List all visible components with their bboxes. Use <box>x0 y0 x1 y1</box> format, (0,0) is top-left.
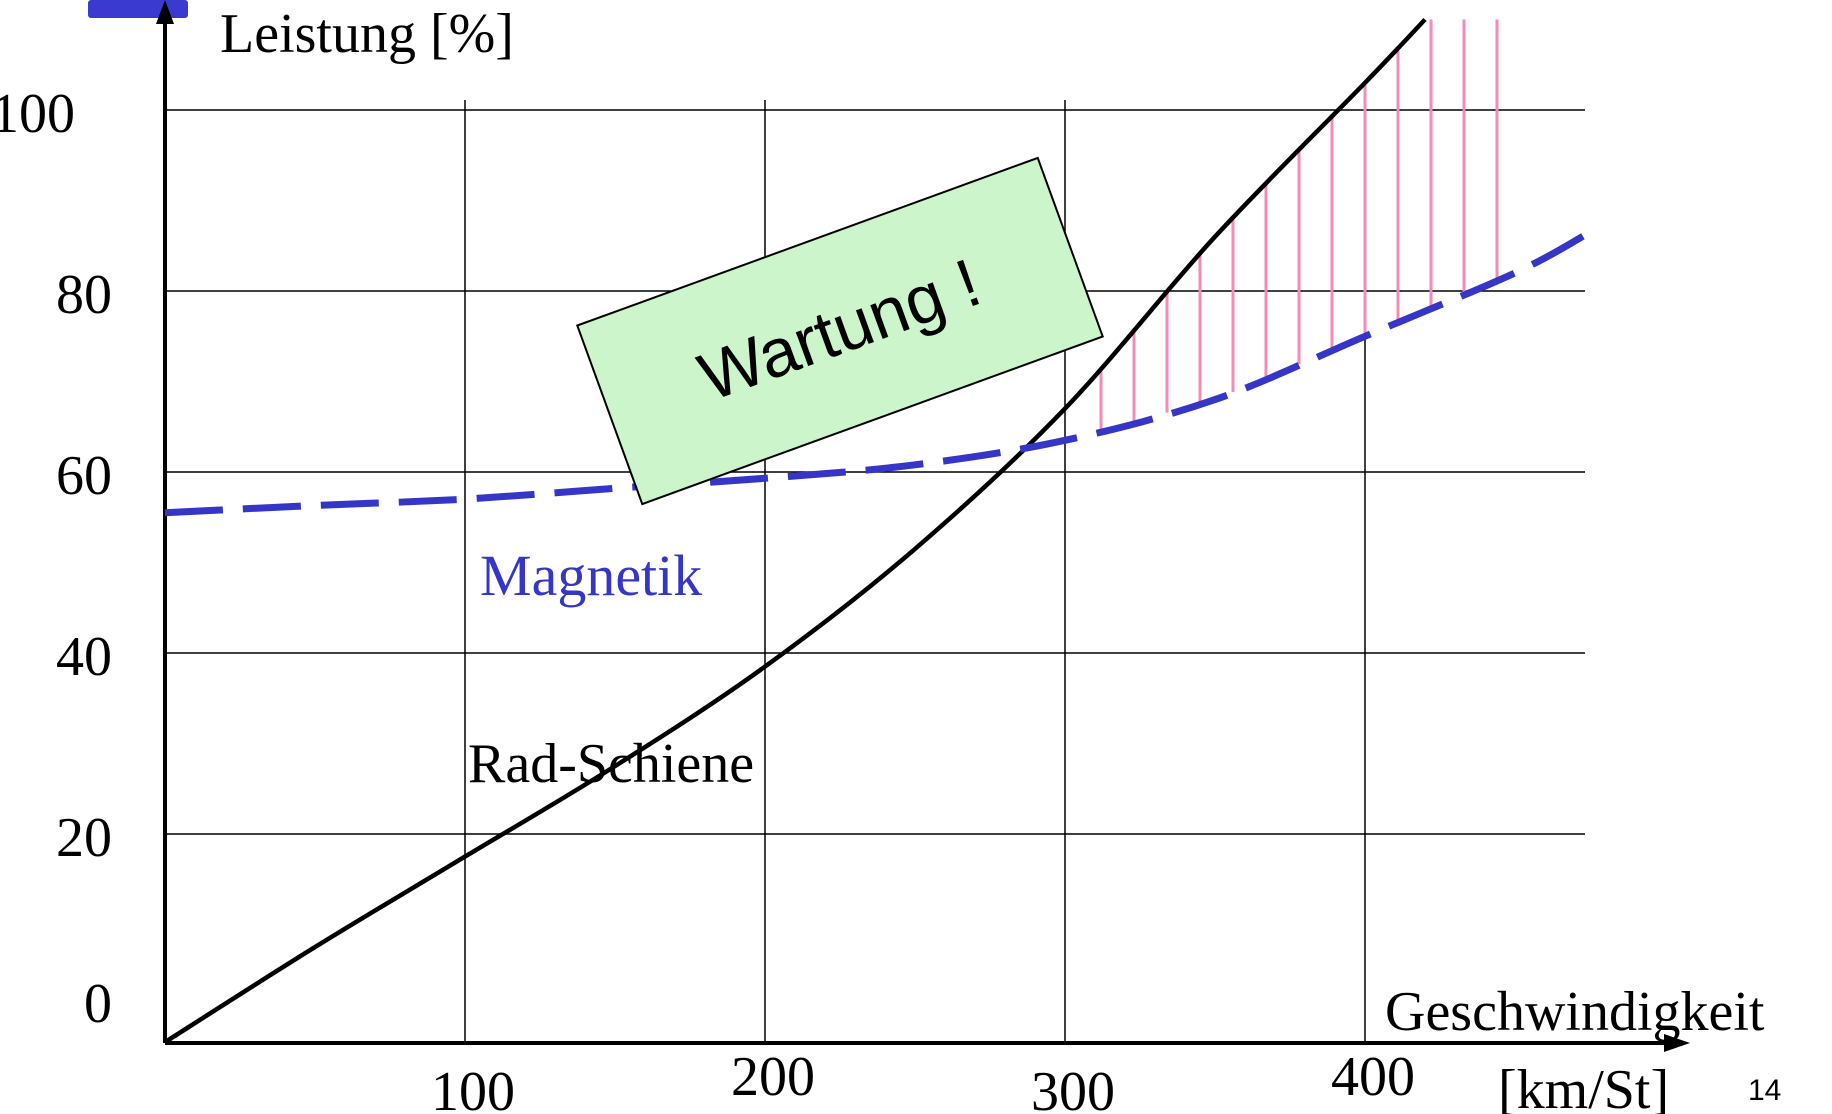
y-tick-label: 80 <box>56 264 112 326</box>
x-tick-label: 300 <box>1031 1061 1115 1114</box>
wartung-box: Wartung ! <box>576 156 1104 506</box>
y-tick-label: 20 <box>56 807 112 869</box>
y-axis-arrow <box>156 0 174 24</box>
rad-schiene-series-label: Rad-Schiene <box>468 733 754 795</box>
y-tick-label: 60 <box>56 445 112 507</box>
corner-accent <box>88 0 188 18</box>
tick-labels: 0 20 40 60 80 100 100 200 300 400 <box>0 83 1415 1114</box>
series-group <box>163 17 1592 1045</box>
series-line-rad-schiene <box>163 17 1427 1045</box>
y-tick-label: 0 <box>84 973 112 1035</box>
axes <box>156 0 1690 1052</box>
series-line-magnetik <box>164 229 1592 517</box>
y-tick-label: 100 <box>0 83 75 145</box>
x-axis-unit: [km/St] <box>1498 1059 1669 1114</box>
x-tick-label: 200 <box>731 1046 815 1108</box>
y-axis-label: Leistung [%] <box>220 3 514 65</box>
x-axis-label: Geschwindigkeit <box>1385 981 1765 1043</box>
x-axis-arrow <box>1664 1034 1690 1052</box>
x-tick-label: 400 <box>1331 1046 1415 1108</box>
slide-number: 14 <box>1748 1074 1781 1107</box>
y-tick-label: 40 <box>56 626 112 688</box>
x-tick-label: 100 <box>431 1061 515 1114</box>
magnetik-series-label: Magnetik <box>480 543 702 608</box>
hatched-region <box>1099 19 1499 431</box>
